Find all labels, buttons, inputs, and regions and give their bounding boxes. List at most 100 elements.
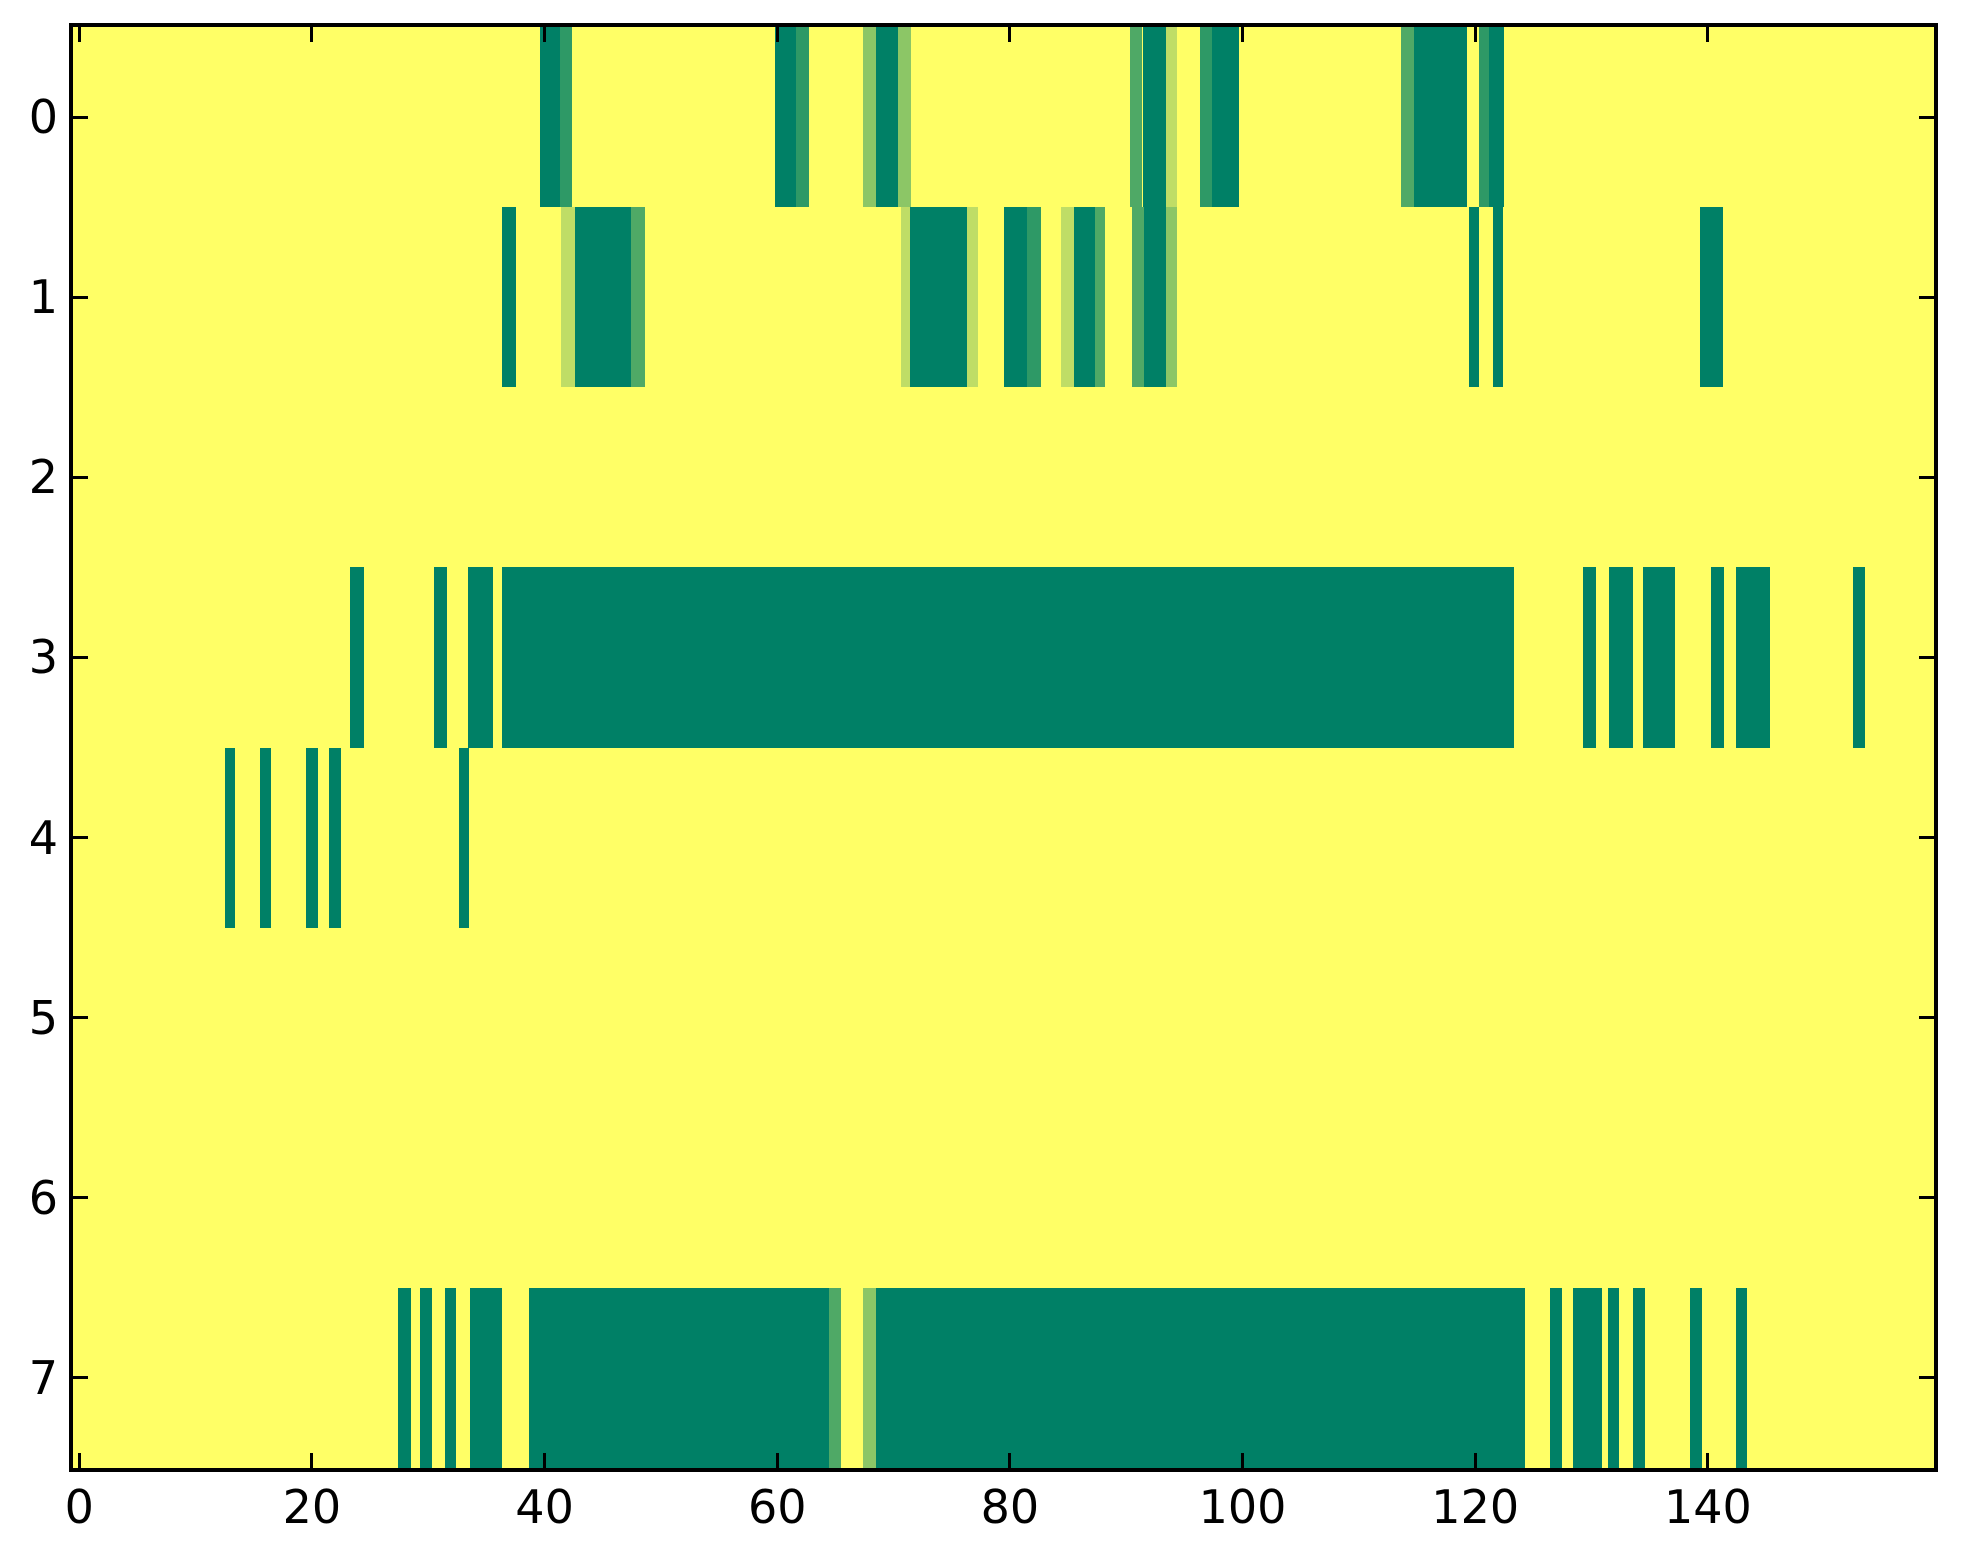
heatmap-segment xyxy=(1165,207,1178,388)
x-tick-bottom xyxy=(1008,1453,1012,1468)
y-tick-left xyxy=(73,1196,88,1200)
y-tick-left xyxy=(73,655,88,659)
heatmap-segment xyxy=(876,27,899,208)
x-tick-label: 140 xyxy=(1663,1480,1752,1534)
y-tick-label: 6 xyxy=(28,1170,58,1225)
heatmap-segment xyxy=(1061,207,1074,388)
heatmap-segment xyxy=(560,207,575,388)
x-tick-label: 100 xyxy=(1198,1480,1287,1534)
heatmap-segment xyxy=(900,207,910,388)
heatmap-segment xyxy=(1129,27,1143,208)
heatmap-segment xyxy=(1607,1287,1620,1468)
heatmap-segment xyxy=(259,747,272,928)
heatmap-segment xyxy=(458,747,469,928)
x-tick-label: 40 xyxy=(515,1480,574,1534)
heatmap-segment xyxy=(1549,1287,1563,1468)
y-tick-label: 0 xyxy=(28,90,58,145)
heatmap-segment xyxy=(1027,207,1042,388)
y-tick-left xyxy=(73,1016,88,1020)
heatmap-segment xyxy=(1735,567,1770,748)
heatmap-segment xyxy=(1132,207,1144,388)
heatmap-segment xyxy=(398,1287,411,1468)
heatmap-segment xyxy=(876,1287,1526,1468)
heatmap-segment xyxy=(1853,567,1865,748)
x-tick-bottom xyxy=(1241,1453,1245,1468)
heatmap-segment xyxy=(1572,1287,1602,1468)
heatmap-segment xyxy=(1212,27,1240,208)
y-tick-label: 5 xyxy=(28,990,58,1045)
y-tick-right xyxy=(1919,1016,1934,1020)
x-tick-top xyxy=(1241,27,1245,42)
heatmap-segment xyxy=(829,1287,842,1468)
heatmap-segment xyxy=(1094,207,1106,388)
heatmap-segment xyxy=(1711,567,1725,748)
heatmap-segment xyxy=(539,27,560,208)
y-tick-right xyxy=(1919,115,1934,119)
y-tick-left xyxy=(73,115,88,119)
y-tick-right xyxy=(1919,1376,1934,1380)
y-tick-label: 1 xyxy=(28,270,58,325)
heatmap-canvas xyxy=(73,27,1934,1468)
heatmap-segment xyxy=(1469,207,1479,388)
y-tick-right xyxy=(1919,475,1934,479)
y-tick-right xyxy=(1919,836,1934,840)
heatmap-segment xyxy=(630,207,645,388)
x-tick-top xyxy=(775,27,779,42)
x-tick-top xyxy=(1008,27,1012,42)
heatmap-segment xyxy=(306,747,318,928)
x-tick-bottom xyxy=(310,1453,314,1468)
y-tick-left xyxy=(73,1376,88,1380)
y-tick-right xyxy=(1919,1196,1934,1200)
y-tick-left xyxy=(73,475,88,479)
heatmap-segment xyxy=(863,1287,877,1468)
heatmap-segment xyxy=(909,207,967,388)
x-tick-label: 60 xyxy=(747,1480,807,1534)
y-tick-left xyxy=(73,836,88,840)
heatmap-segment xyxy=(350,567,365,748)
heatmap-segment xyxy=(1699,207,1723,388)
y-tick-label: 7 xyxy=(28,1350,58,1405)
heatmap-segment xyxy=(420,1287,432,1468)
x-tick-label: 20 xyxy=(282,1480,342,1534)
heatmap-segment xyxy=(1583,567,1597,748)
heatmap-segment xyxy=(1073,207,1095,388)
y-tick-label: 3 xyxy=(28,630,58,685)
x-tick-top xyxy=(1706,27,1710,42)
x-tick-top xyxy=(1473,27,1477,42)
heatmap-segment xyxy=(898,27,911,208)
heatmap-segment xyxy=(1400,27,1414,208)
heatmap-segment xyxy=(1413,27,1468,208)
heatmap-segment xyxy=(1004,207,1028,388)
heatmap-segment xyxy=(774,27,796,208)
x-tick-bottom xyxy=(775,1453,779,1468)
x-tick-label: 120 xyxy=(1431,1480,1520,1534)
heatmap-segment xyxy=(1642,567,1676,748)
heatmap-segment xyxy=(1633,1287,1646,1468)
x-tick-bottom xyxy=(1706,1453,1710,1468)
heatmap-segment xyxy=(1199,27,1213,208)
y-tick-right xyxy=(1919,295,1934,299)
heatmap-segment xyxy=(1142,27,1166,208)
heatmap-segment xyxy=(795,27,809,208)
heatmap-segment xyxy=(1735,1287,1748,1468)
heatmap-segment xyxy=(329,747,341,928)
heatmap-segment xyxy=(863,27,877,208)
heatmap-segment xyxy=(470,1287,502,1468)
heatmap-segment xyxy=(1608,567,1634,748)
x-tick-bottom xyxy=(77,1453,81,1468)
x-tick-bottom xyxy=(543,1453,547,1468)
heatmap-segment xyxy=(501,567,1514,748)
heatmap-segment xyxy=(559,27,573,208)
heatmap-segment xyxy=(467,567,494,748)
heatmap-segment xyxy=(224,747,236,928)
heatmap-segment xyxy=(1489,27,1505,208)
heatmap-segment xyxy=(528,1287,829,1468)
x-tick-top xyxy=(310,27,314,42)
y-tick-left xyxy=(73,295,88,299)
x-tick-top xyxy=(543,27,547,42)
heatmap-segment xyxy=(1478,27,1490,208)
heatmap-segment xyxy=(501,207,516,388)
x-tick-label: 0 xyxy=(64,1480,94,1534)
heatmap-segment xyxy=(574,207,631,388)
